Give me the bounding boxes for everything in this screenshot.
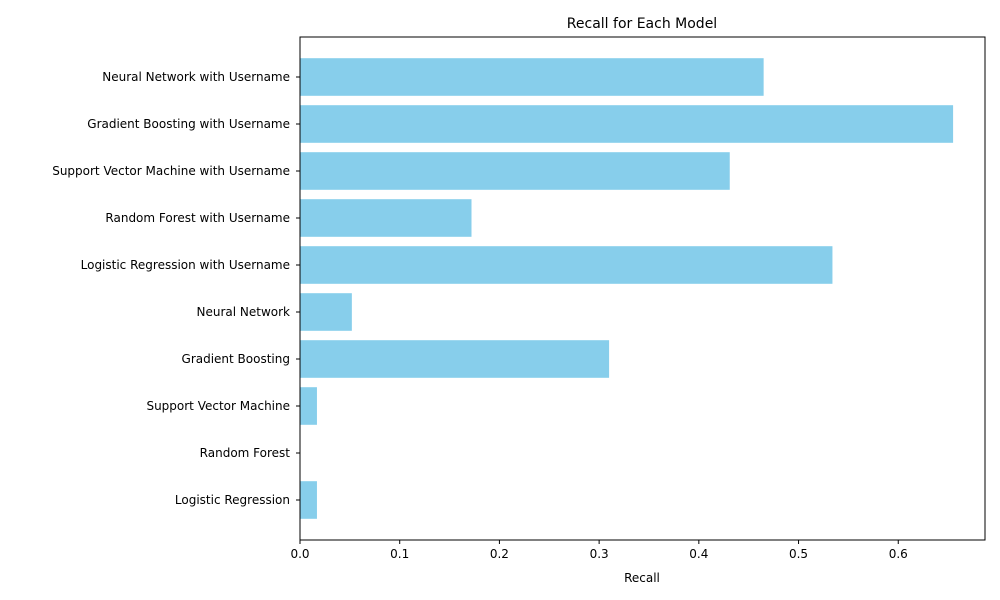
y-tick-label: Logistic Regression with Username	[81, 258, 290, 272]
y-tick-label: Support Vector Machine	[146, 399, 290, 413]
bar	[300, 199, 472, 237]
y-tick-label: Random Forest	[200, 446, 291, 460]
y-tick-label: Neural Network with Username	[102, 70, 290, 84]
bar	[300, 340, 610, 378]
x-tick-label: 0.0	[290, 547, 309, 561]
y-tick-label: Support Vector Machine with Username	[52, 164, 290, 178]
x-tick-label: 0.2	[490, 547, 509, 561]
y-tick-label: Gradient Boosting with Username	[87, 117, 290, 131]
bar	[300, 58, 764, 96]
y-axis-ticks: Logistic Regression Random Forest Support …	[52, 70, 300, 507]
x-tick-label: 0.5	[789, 547, 808, 561]
bar	[300, 387, 317, 425]
y-tick-label: Logistic Regression	[175, 493, 290, 507]
bars-group	[300, 58, 954, 519]
y-tick-label: Gradient Boosting	[182, 352, 290, 366]
y-tick-label: Random Forest with Username	[105, 211, 290, 225]
y-tick-label: Neural Network	[196, 305, 290, 319]
bar	[300, 105, 954, 143]
bar	[300, 481, 317, 519]
x-tick-label: 0.3	[590, 547, 609, 561]
x-tick-label: 0.1	[390, 547, 409, 561]
bar	[300, 246, 833, 284]
bar	[300, 152, 730, 190]
x-axis-ticks: 0.0 0.1 0.2 0.3 0.4 0.5 0.6	[290, 540, 908, 561]
x-tick-label: 0.6	[889, 547, 908, 561]
x-tick-label: 0.4	[689, 547, 708, 561]
x-axis-label: Recall	[624, 571, 660, 585]
bar	[300, 293, 352, 331]
chart-title: Recall for Each Model	[567, 16, 717, 32]
plot-frame	[299, 36, 986, 541]
